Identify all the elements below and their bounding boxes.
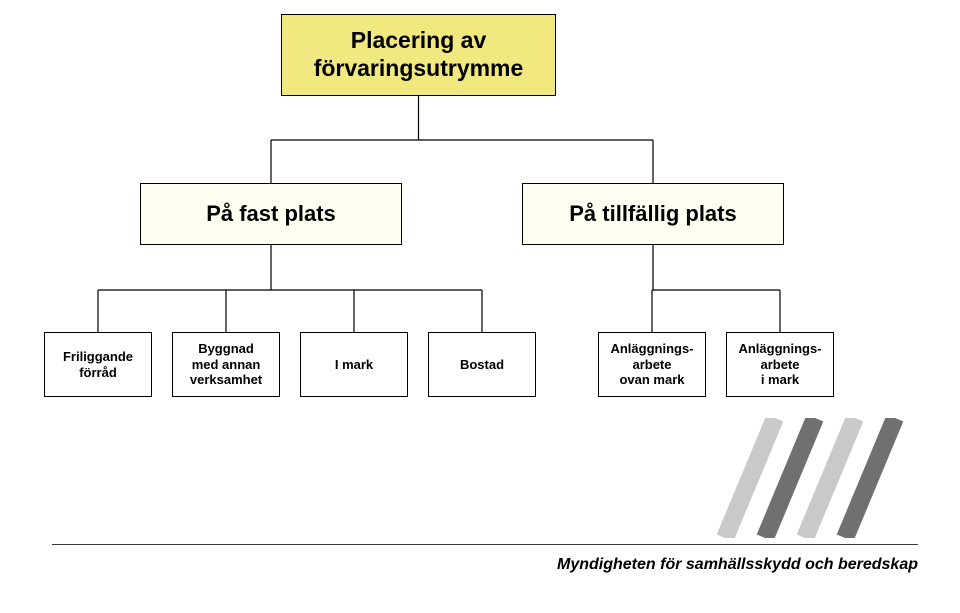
leaf-byggnad: Byggnadmed annanverksamhet <box>172 332 280 397</box>
leaf-friliggande: Friliggandeförråd <box>44 332 152 397</box>
footer-divider <box>52 544 918 545</box>
root-node: Placering avförvaringsutrymme <box>281 14 556 96</box>
node-tillfallig-plats: På tillfällig plats <box>522 183 784 245</box>
decor-slashes-icon <box>690 418 910 538</box>
leaf-label: Byggnadmed annanverksamhet <box>190 341 262 388</box>
node-label: På fast plats <box>206 201 336 227</box>
node-fast-plats: På fast plats <box>140 183 402 245</box>
leaf-bostad: Bostad <box>428 332 536 397</box>
leaf-i-mark: I mark <box>300 332 408 397</box>
leaf-anlaggning-i-mark: Anläggnings-arbetei mark <box>726 332 834 397</box>
leaf-label: Bostad <box>460 357 504 373</box>
leaf-label: I mark <box>335 357 373 373</box>
footer-text: Myndigheten för samhällsskydd och bereds… <box>557 556 918 574</box>
leaf-label: Anläggnings-arbeteovan mark <box>610 341 693 388</box>
node-label: På tillfällig plats <box>569 201 736 227</box>
root-label: Placering avförvaringsutrymme <box>314 27 524 82</box>
leaf-anlaggning-ovan: Anläggnings-arbeteovan mark <box>598 332 706 397</box>
leaf-label: Anläggnings-arbetei mark <box>738 341 821 388</box>
leaf-label: Friliggandeförråd <box>63 349 133 380</box>
